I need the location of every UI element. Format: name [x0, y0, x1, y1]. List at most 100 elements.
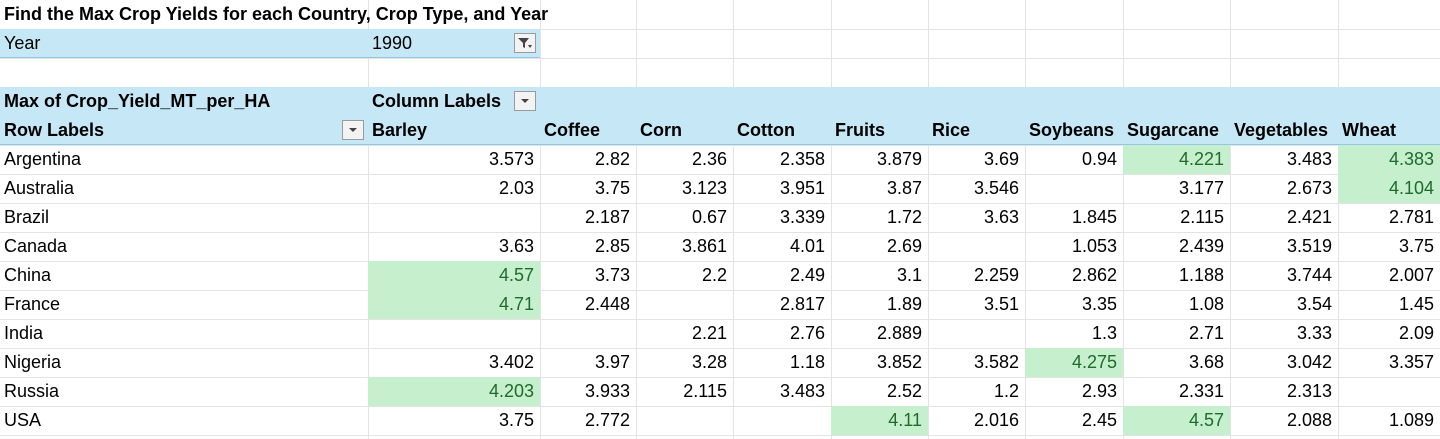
- value-cell[interactable]: 3.933: [584, 381, 630, 401]
- value-cell[interactable]: 3.63: [498, 236, 534, 256]
- value-cell[interactable]: 2.313: [1286, 381, 1332, 401]
- value-cell[interactable]: 2.259: [973, 265, 1019, 285]
- value-cell[interactable]: 3.042: [1286, 352, 1332, 372]
- value-cell[interactable]: 1.2: [993, 381, 1019, 401]
- value-cell[interactable]: 3.852: [876, 352, 922, 372]
- value-cell[interactable]: 3.73: [594, 265, 630, 285]
- value-cell[interactable]: 3.582: [973, 352, 1019, 372]
- value-cell[interactable]: 1.188: [1178, 265, 1224, 285]
- filter-value[interactable]: 1990: [368, 29, 540, 58]
- value-cell[interactable]: 0.94: [1081, 149, 1117, 169]
- value-cell[interactable]: 2.09: [1398, 323, 1434, 343]
- value-cell[interactable]: 3.357: [1388, 352, 1434, 372]
- value-cell[interactable]: 2.088: [1286, 410, 1332, 430]
- value-cell[interactable]: 2.439: [1178, 236, 1224, 256]
- value-cell[interactable]: 2.03: [498, 178, 534, 198]
- value-cell[interactable]: 3.744: [1286, 265, 1332, 285]
- value-cell[interactable]: 2.817: [779, 294, 825, 314]
- value-cell[interactable]: 4.01: [789, 236, 825, 256]
- value-cell[interactable]: 3.54: [1296, 294, 1332, 314]
- value-cell[interactable]: 3.879: [876, 149, 922, 169]
- value-cell[interactable]: 1.18: [789, 352, 825, 372]
- value-cell[interactable]: 3.28: [691, 352, 727, 372]
- value-cell[interactable]: 3.546: [973, 178, 1019, 198]
- value-cell[interactable]: 2.69: [886, 236, 922, 256]
- value-cell[interactable]: 2.71: [1188, 323, 1224, 343]
- value-cell[interactable]: 2.21: [691, 323, 727, 343]
- value-cell[interactable]: [636, 406, 733, 435]
- value-cell[interactable]: 3.51: [983, 294, 1019, 314]
- value-cell[interactable]: 1.08: [1188, 294, 1224, 314]
- value-cell[interactable]: 2.82: [594, 149, 630, 169]
- value-cell[interactable]: 2.45: [1081, 410, 1117, 430]
- value-cell[interactable]: 2.421: [1286, 207, 1332, 227]
- value-cell[interactable]: 3.951: [779, 178, 825, 198]
- value-cell-highlighted[interactable]: 4.71: [368, 290, 540, 319]
- value-cell[interactable]: [636, 290, 733, 319]
- value-cell-highlighted[interactable]: 4.57: [368, 261, 540, 290]
- value-cell-highlighted[interactable]: 4.221: [1123, 145, 1230, 174]
- value-cell[interactable]: 3.97: [594, 352, 630, 372]
- value-cell[interactable]: 3.861: [681, 236, 727, 256]
- value-cell[interactable]: 2.115: [1180, 207, 1224, 227]
- value-cell[interactable]: 2.007: [1388, 265, 1434, 285]
- value-cell-highlighted[interactable]: 4.57: [1123, 406, 1230, 435]
- value-cell[interactable]: 2.862: [1071, 265, 1117, 285]
- value-cell[interactable]: 3.87: [886, 178, 922, 198]
- value-cell[interactable]: 1.45: [1398, 294, 1434, 314]
- value-cell[interactable]: 1.845: [1071, 207, 1117, 227]
- value-cell[interactable]: 2.781: [1388, 207, 1434, 227]
- value-cell[interactable]: 2.331: [1178, 381, 1224, 401]
- value-cell[interactable]: 2.36: [691, 149, 727, 169]
- value-cell[interactable]: 1.3: [1091, 323, 1117, 343]
- value-cell[interactable]: 2.358: [779, 149, 825, 169]
- value-cell[interactable]: 2.016: [973, 410, 1019, 430]
- value-cell-highlighted[interactable]: 4.275: [1025, 348, 1123, 377]
- value-cell[interactable]: 3.33: [1296, 323, 1332, 343]
- value-cell[interactable]: 3.75: [594, 178, 630, 198]
- value-cell[interactable]: 1.72: [886, 207, 922, 227]
- value-cell-highlighted[interactable]: 4.383: [1338, 145, 1440, 174]
- value-cell[interactable]: 2.49: [789, 265, 825, 285]
- value-cell[interactable]: 2.889: [876, 323, 922, 343]
- value-cell[interactable]: 3.573: [488, 149, 534, 169]
- value-cell[interactable]: 3.75: [498, 410, 534, 430]
- value-cell[interactable]: 0.67: [691, 207, 727, 227]
- value-cell[interactable]: 3.63: [983, 207, 1019, 227]
- value-cell[interactable]: 3.483: [1286, 149, 1332, 169]
- value-cell[interactable]: [733, 406, 831, 435]
- value-cell[interactable]: 3.75: [1398, 236, 1434, 256]
- value-cell[interactable]: 2.2: [701, 265, 727, 285]
- value-cell-highlighted[interactable]: 4.203: [368, 377, 540, 406]
- value-cell[interactable]: 3.123: [681, 178, 727, 198]
- filter-dropdown-button[interactable]: [514, 33, 536, 53]
- value-cell[interactable]: 3.483: [779, 381, 825, 401]
- value-cell[interactable]: 2.52: [886, 381, 922, 401]
- value-cell[interactable]: 1.89: [886, 294, 922, 314]
- value-cell[interactable]: [928, 319, 1025, 348]
- value-cell[interactable]: [928, 232, 1025, 261]
- value-cell[interactable]: 3.177: [1178, 178, 1224, 198]
- value-cell[interactable]: 2.76: [789, 323, 825, 343]
- value-cell[interactable]: [368, 203, 540, 232]
- value-cell[interactable]: 3.402: [488, 352, 534, 372]
- value-cell[interactable]: [1338, 377, 1440, 406]
- value-cell[interactable]: 3.68: [1188, 352, 1224, 372]
- value-cell[interactable]: 2.93: [1081, 381, 1117, 401]
- value-cell[interactable]: 2.115: [683, 381, 727, 401]
- value-cell[interactable]: 1.053: [1071, 236, 1117, 256]
- value-cell-highlighted[interactable]: 4.104: [1338, 174, 1440, 203]
- value-cell[interactable]: 3.339: [779, 207, 825, 227]
- value-cell[interactable]: 2.448: [584, 294, 630, 314]
- column-labels-dropdown-button[interactable]: [514, 91, 536, 111]
- value-cell[interactable]: 2.673: [1286, 178, 1332, 198]
- value-cell[interactable]: 3.69: [983, 149, 1019, 169]
- value-cell[interactable]: 2.772: [584, 410, 630, 430]
- value-cell[interactable]: [540, 319, 636, 348]
- value-cell[interactable]: 1.089: [1388, 410, 1434, 430]
- value-cell[interactable]: [1025, 174, 1123, 203]
- value-cell[interactable]: 3.35: [1081, 294, 1117, 314]
- value-cell[interactable]: [368, 319, 540, 348]
- value-cell-highlighted[interactable]: 4.11: [831, 406, 928, 435]
- value-cell[interactable]: 2.85: [594, 236, 630, 256]
